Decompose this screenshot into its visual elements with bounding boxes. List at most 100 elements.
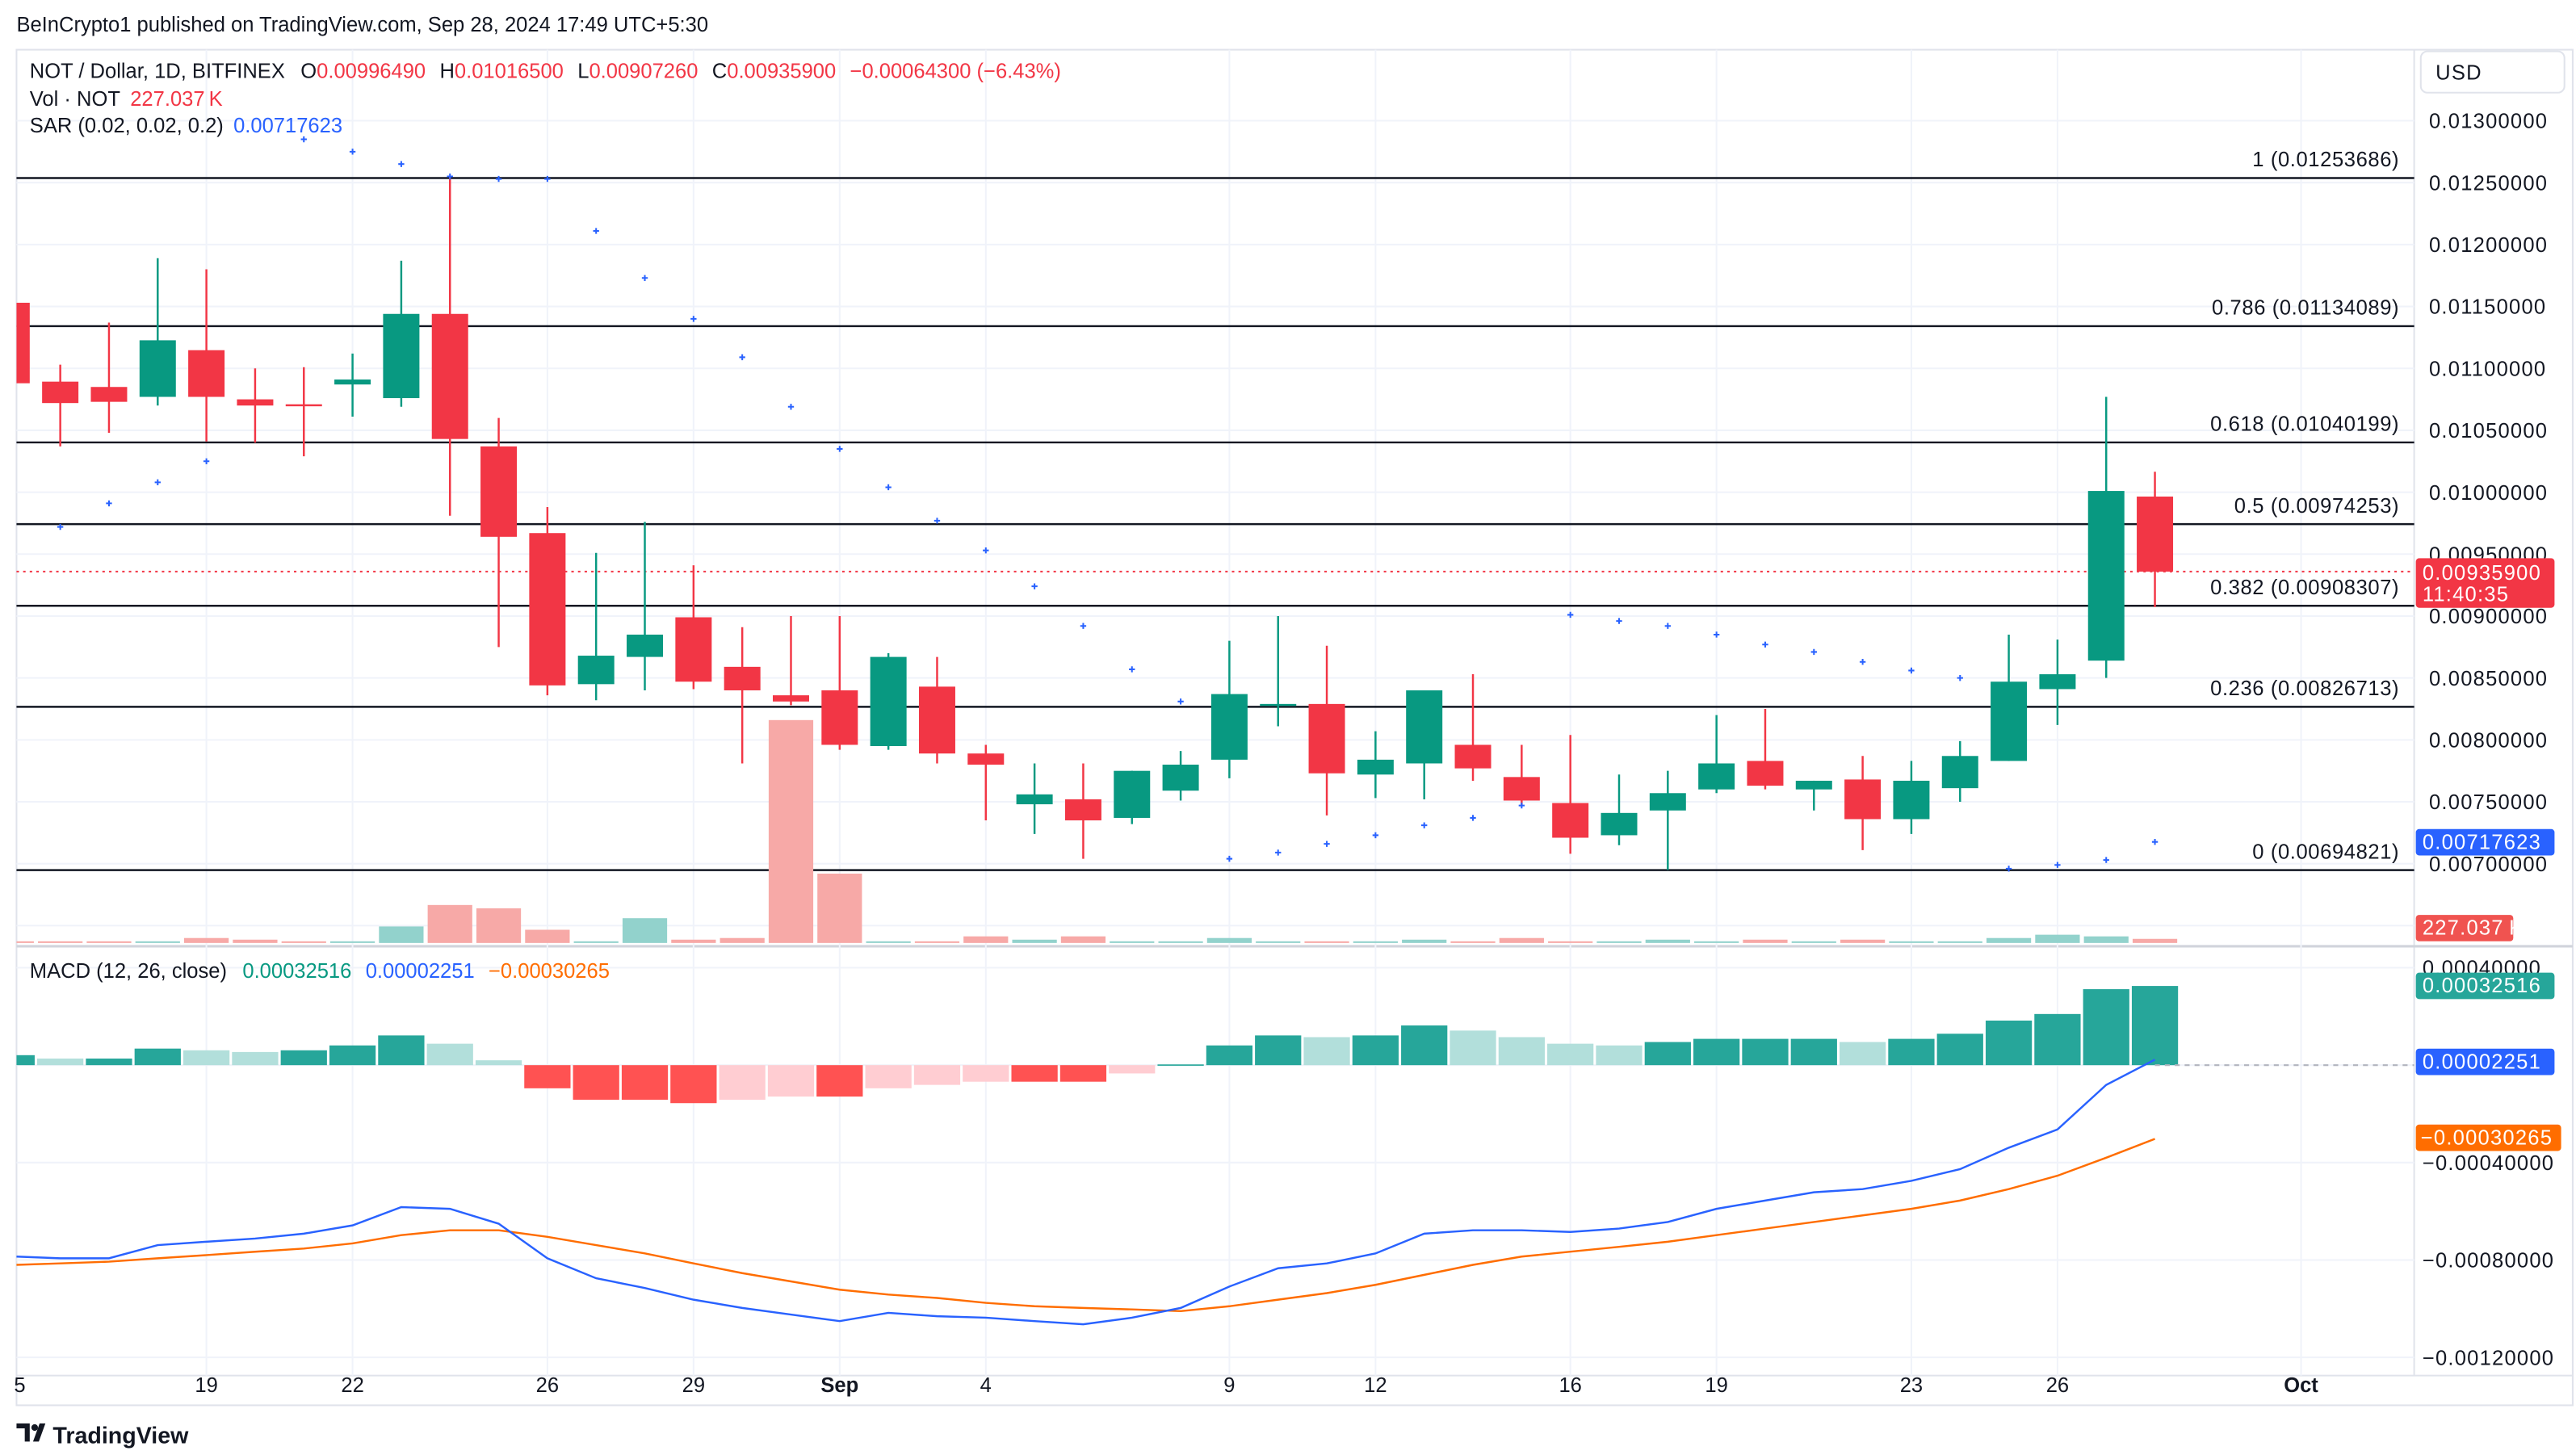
macd-histogram-bar [16, 1055, 35, 1066]
candle-body [1747, 761, 1784, 786]
candle[interactable] [188, 269, 225, 442]
candle[interactable] [42, 364, 79, 447]
svg-text:0.00002251: 0.00002251 [2423, 1050, 2541, 1073]
candle[interactable] [1698, 715, 1735, 794]
volume-bar [1060, 936, 1106, 943]
sar-legend: SAR (0.02, 0.02, 0.2) 0.00717623 [30, 115, 342, 137]
candles[interactable] [16, 176, 2174, 870]
svg-text:0.00717623: 0.00717623 [2423, 831, 2541, 853]
macd-histogram-bar [1255, 1035, 1302, 1066]
macd-histogram-bar [1547, 1043, 1594, 1066]
candle[interactable] [627, 522, 664, 690]
macd-histogram-bar [475, 1060, 522, 1066]
candle[interactable] [675, 565, 712, 690]
candle[interactable] [967, 744, 1005, 821]
candle[interactable] [1016, 763, 1053, 834]
price-axis[interactable]: 0.01300000 0.01250000 0.01200000 0.01150000… [2429, 111, 2548, 876]
volume-bar [2035, 934, 2080, 943]
sar-dot [1859, 659, 1866, 665]
candle[interactable] [480, 417, 518, 648]
candle-body [627, 634, 664, 657]
candle[interactable] [1162, 751, 1199, 801]
sar-dot [398, 161, 405, 167]
candle-body [577, 656, 615, 685]
tradingview-wordmark: TradingView [52, 1423, 189, 1449]
date-tick-label: 16 [1559, 1374, 1581, 1397]
candle[interactable] [1210, 640, 1248, 778]
candle[interactable] [139, 258, 176, 406]
candle[interactable] [90, 322, 128, 433]
candle[interactable] [334, 353, 371, 417]
macd-histogram-bar [1596, 1045, 1643, 1066]
candle[interactable] [2039, 639, 2076, 725]
date-tick-label: 23 [1900, 1374, 1923, 1397]
candle[interactable] [1260, 615, 1297, 727]
macd-pane[interactable] [16, 986, 2414, 1326]
candle[interactable] [1114, 770, 1151, 824]
macd-axis[interactable]: 0.00040000−0.00040000−0.00080000−0.00120… [2423, 958, 2554, 1370]
candle[interactable] [870, 652, 907, 750]
candle[interactable] [1747, 708, 1784, 790]
fibonacci-retracement[interactable]: 1 (0.01253686) 0.786 (0.01134089) 0.618 (0… [16, 149, 2414, 871]
fib-level-label: 0.382 (0.00908307) [2210, 577, 2399, 599]
candle[interactable] [285, 367, 322, 457]
candle[interactable] [1552, 735, 1589, 854]
candle-body [1795, 780, 1832, 790]
candle[interactable] [1357, 731, 1394, 799]
candle[interactable] [821, 615, 858, 750]
candle[interactable] [1844, 756, 1882, 850]
candle[interactable] [1649, 770, 1686, 870]
volume-bar [914, 941, 960, 943]
candle-body [1844, 779, 1882, 820]
tradingview-logo-icon [16, 1423, 46, 1442]
candle[interactable] [2087, 396, 2125, 678]
candle[interactable] [1064, 763, 1101, 859]
candle[interactable] [1893, 761, 1930, 834]
candle[interactable] [237, 368, 274, 443]
svg-text:227.037 K: 227.037 K [2423, 917, 2524, 940]
candle-body [1162, 765, 1199, 791]
candle[interactable] [1503, 744, 1540, 806]
sar-dot [641, 275, 648, 281]
candle[interactable] [1406, 690, 1443, 799]
macd-histogram-bar [1059, 1065, 1107, 1082]
candle[interactable] [577, 552, 615, 701]
candle-body [1210, 694, 1248, 760]
macd-histogram-bar [913, 1065, 961, 1085]
fib-level-label: 0.5 (0.00974253) [2234, 495, 2399, 518]
date-tick-label: 4 [980, 1374, 992, 1397]
candle[interactable] [1941, 740, 1978, 803]
macd-tick-label: −0.00120000 [2423, 1347, 2554, 1369]
candle[interactable] [16, 302, 30, 384]
candle[interactable] [1795, 780, 1832, 811]
candle[interactable] [1991, 634, 2028, 761]
candle[interactable] [1308, 645, 1345, 816]
candle-body [334, 379, 371, 385]
sar-dot [544, 175, 551, 182]
volume-bar [427, 904, 472, 943]
tradingview-logo[interactable]: TradingView [16, 1423, 189, 1449]
volume-tag: 227.037 K [2415, 915, 2524, 941]
candle-body [967, 753, 1005, 765]
candle-body [821, 690, 858, 745]
main-legend[interactable]: NOT / Dollar, 1D, BITFINEX O0.00996490 H… [30, 60, 1061, 982]
candle[interactable] [918, 656, 955, 764]
candle[interactable] [2137, 472, 2174, 607]
candle[interactable] [1601, 774, 1638, 845]
candle[interactable] [431, 176, 468, 516]
candle[interactable] [724, 627, 761, 764]
candle[interactable] [1454, 674, 1491, 781]
candle-body [90, 387, 128, 402]
candle-body [237, 399, 274, 406]
sar-dot [787, 404, 795, 410]
macd-histogram-bar [1985, 1020, 2033, 1066]
time-axis[interactable]: 5 19 22 26 29 Sep 4 9 12 16 19 23 26 Oct [14, 1374, 2318, 1397]
sar-dot [1324, 841, 1330, 847]
price-tick-label: 0.01050000 [2429, 420, 2548, 442]
candle[interactable] [529, 507, 566, 696]
candle[interactable] [773, 615, 809, 706]
candle[interactable] [383, 260, 420, 407]
currency-button[interactable] [2419, 50, 2566, 94]
candle-body [1601, 812, 1638, 836]
